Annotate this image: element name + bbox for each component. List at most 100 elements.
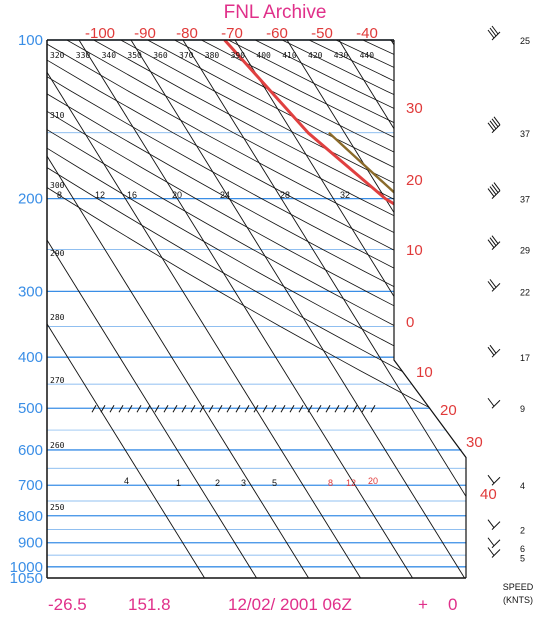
isotherms	[47, 40, 550, 578]
mixing-top-label: 20	[172, 190, 182, 200]
theta-left-label: 260	[50, 441, 65, 450]
theta-top-label: 360	[153, 51, 168, 60]
isotherm-line	[78, 40, 413, 578]
mixing-bottom-label: 4	[124, 476, 129, 486]
pressure-label: 1000	[10, 559, 43, 576]
pressure-label: 900	[18, 535, 43, 552]
dry-adiabat	[47, 40, 466, 578]
level-hatch	[244, 404, 250, 413]
theta-top-label: 440	[360, 51, 375, 60]
right-temp-label: 30	[466, 434, 483, 451]
isotherm-line	[47, 40, 205, 578]
pressure-label: 800	[18, 508, 43, 525]
theta-top-label: 410	[282, 51, 297, 60]
wind-barb	[491, 476, 501, 486]
theta-top-label: 430	[334, 51, 349, 60]
wind-speed-label: 5	[520, 553, 525, 563]
dry-adiabat	[255, 40, 466, 578]
wind-speed-label: 22	[520, 287, 530, 297]
wind-barb-flag	[489, 344, 497, 354]
pressure-label: 200	[18, 191, 43, 208]
right-temp-label: 10	[406, 242, 423, 259]
level-hatch	[100, 404, 106, 413]
isotherm-line	[286, 40, 466, 578]
level-hatch	[262, 404, 268, 413]
wind-speed-label: 9	[520, 404, 525, 414]
level-hatch	[136, 404, 142, 413]
level-hatch	[316, 404, 322, 413]
speed-unit-label: (KNTS)	[503, 595, 533, 605]
mixing-top-label: 12	[95, 190, 105, 200]
dry-adiabat	[47, 40, 466, 578]
dry-adiabat	[362, 40, 466, 578]
level-hatch	[127, 404, 133, 413]
frame	[46, 39, 467, 579]
wind-barb-flag	[489, 237, 497, 246]
speed-label: SPEED	[503, 582, 534, 592]
wind-speed-label: 4	[520, 481, 525, 491]
level-hatch	[118, 404, 124, 413]
theta-top-label: 330	[76, 51, 91, 60]
right-temp-label: 20	[440, 402, 457, 419]
isotherm-line	[182, 40, 466, 578]
mixing-top-label: 24	[220, 190, 230, 200]
wind-barb-flag	[487, 519, 495, 528]
level-hatch	[190, 404, 196, 413]
level-hatch	[181, 404, 187, 413]
dry-adiabat	[47, 40, 466, 578]
level-hatch	[361, 404, 367, 413]
wind-barb-flag	[487, 239, 495, 248]
level-hatch	[298, 404, 304, 413]
dry-adiabat	[47, 40, 466, 578]
level-hatch	[280, 404, 286, 413]
wind-barb-flag	[487, 474, 495, 484]
pressure-label: 400	[18, 349, 43, 366]
right-temp-label: 10	[416, 364, 433, 381]
theta-top-label: 390	[231, 51, 246, 60]
theta-top-label: 400	[256, 51, 271, 60]
theta-top-label: 380	[205, 51, 220, 60]
theta-left-label: 280	[50, 313, 65, 322]
isotherm-line	[495, 40, 550, 578]
theta-top-label: 370	[179, 51, 194, 60]
parcel-line	[452, 290, 466, 557]
dry-adiabat	[389, 40, 466, 578]
dry-adiabat	[47, 40, 466, 578]
level-hatch	[199, 404, 205, 413]
right-frame	[393, 40, 467, 578]
level-hatch	[154, 404, 160, 413]
top-temp-label: -100	[85, 25, 115, 42]
level-hatch	[343, 404, 349, 413]
wind-speed-label: 37	[520, 195, 530, 205]
mixing-ratio-labels: 8 12 16 20 24 28 324 1 2 3 5 8 12 20	[57, 190, 378, 488]
level-hatch	[208, 404, 214, 413]
wind-barb-flag	[493, 182, 501, 191]
pressure-label: 300	[18, 283, 43, 300]
top-temp-label: -40	[356, 25, 378, 42]
top-temp-label: -70	[221, 25, 243, 42]
pressure-label: 500	[18, 400, 43, 417]
level-hatch	[334, 404, 340, 413]
level-hatch	[172, 404, 178, 413]
dry-adiabats	[47, 40, 466, 578]
wind-speed-label: 6	[520, 544, 525, 554]
top-temp-label: -60	[266, 25, 288, 42]
wind-speed-label: 2	[520, 526, 525, 536]
isotherm-line	[47, 40, 309, 578]
pressure-label: 1050	[10, 570, 43, 587]
wind-barb-flag	[487, 346, 495, 356]
wind-speed-label: 37	[520, 129, 530, 139]
pressure-label: 700	[18, 477, 43, 494]
wind-barb-flag	[487, 281, 495, 290]
wind-barb	[491, 399, 501, 409]
theta-left-label: 290	[50, 249, 65, 258]
theta-top-label: 350	[127, 51, 142, 60]
wind-barb-flag	[491, 235, 499, 244]
wind-barb-flag	[489, 279, 497, 288]
mixing-top-label: 32	[340, 190, 350, 200]
mixing-top-label: 8	[57, 190, 62, 200]
level-hatch	[217, 404, 223, 413]
wind-barbs: 25 37 37 29 22 17 9 4 2 65	[487, 25, 530, 563]
dry-adiabat	[47, 40, 466, 578]
